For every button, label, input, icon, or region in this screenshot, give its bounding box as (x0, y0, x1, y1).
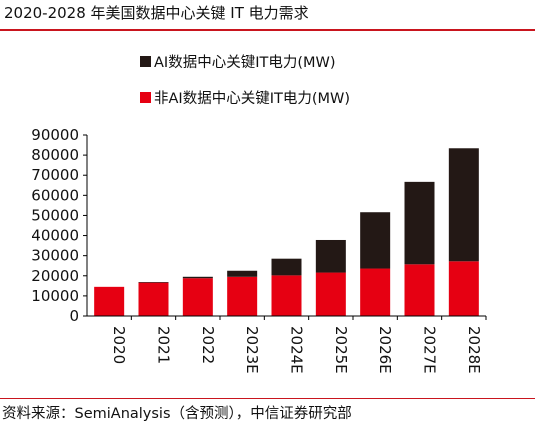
legend: AI数据中心关键IT电力(MW) 非AI数据中心关键IT电力(MW) (140, 54, 350, 107)
y-tick-label: 70000 (31, 166, 79, 184)
y-tick-label: 80000 (31, 146, 79, 164)
y-tick-label: 50000 (31, 206, 79, 224)
bar-segment-ai-2027E (404, 181, 435, 265)
bar-segment-non-ai-2026E (360, 268, 391, 316)
bar-segment-ai-2022 (182, 276, 213, 279)
legend-label-0: AI数据中心关键IT电力(MW) (154, 54, 336, 71)
x-tick-label: 2020 (110, 326, 128, 364)
bar-segment-non-ai-2024E (271, 275, 302, 316)
x-tick-label: 2021 (155, 326, 173, 364)
bar-segment-ai-2023E (227, 270, 258, 277)
y-axis: 0 10000 20000 30000 40000 50000 60000 70000 8000… (31, 126, 88, 325)
y-tick-label: 10000 (31, 287, 79, 305)
bar-segment-non-ai-2022 (182, 278, 213, 316)
bar-segment-non-ai-2028E (448, 261, 479, 316)
legend-swatch-1 (140, 92, 151, 103)
legend-swatch-0 (140, 56, 151, 67)
source-divider (0, 398, 535, 399)
x-tick-label: 2027E (421, 326, 439, 374)
bar-segment-non-ai-2021 (138, 282, 169, 316)
source-note: 资料来源：SemiAnalysis（含预测），中信证券研究部 (2, 406, 352, 422)
x-tick-label: 2024E (288, 326, 306, 374)
bars (94, 148, 479, 316)
y-tick-label: 30000 (31, 247, 79, 265)
x-tick-label: 2023E (243, 326, 261, 374)
bar-segment-ai-2021 (138, 282, 169, 283)
bar-segment-non-ai-2025E (315, 272, 346, 316)
legend-label-1: 非AI数据中心关键IT电力(MW) (154, 90, 350, 107)
x-tick-label: 2028E (465, 326, 483, 374)
x-tick-label: 2026E (376, 326, 394, 374)
x-tick-label: 2025E (332, 326, 350, 374)
bar-segment-non-ai-2023E (227, 276, 258, 316)
title-divider (0, 29, 535, 31)
bar-segment-ai-2026E (360, 212, 391, 269)
bar-segment-ai-2028E (448, 148, 479, 262)
bar-segment-ai-2024E (271, 258, 302, 276)
chart-title: 2020-2028 年美国数据中心关键 IT 电力需求 (4, 4, 309, 22)
y-tick-label: 20000 (31, 267, 79, 285)
x-tick-label: 2022 (199, 326, 217, 364)
y-tick-label: 90000 (31, 126, 79, 144)
y-tick-label: 60000 (31, 186, 79, 204)
bar-segment-non-ai-2027E (404, 264, 435, 316)
y-tick-label: 40000 (31, 227, 79, 245)
bar-segment-ai-2025E (315, 239, 346, 273)
stacked-bar-chart: AI数据中心关键IT电力(MW) 非AI数据中心关键IT电力(MW) 0 10000… (31, 54, 487, 374)
bar-segment-non-ai-2020 (94, 286, 125, 316)
y-tick-label: 0 (69, 307, 79, 325)
x-axis: 2020 2021 2022 2023E 2024E 2025E 2026E 2027E 202… (87, 315, 487, 374)
